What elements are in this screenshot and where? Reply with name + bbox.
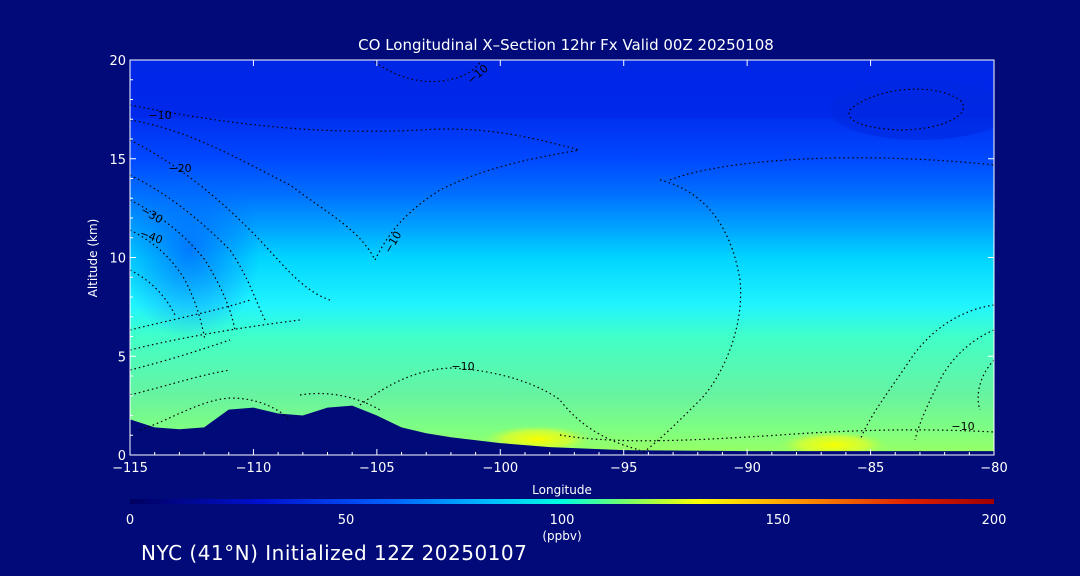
colorbar-tick-label: 50 — [338, 513, 355, 528]
y-axis-label: Altitude (km) — [86, 219, 100, 298]
x-axis: −115 −110 −105 −100 −95 −90 −85 −80 — [112, 60, 1008, 476]
y-tick-label: 5 — [118, 350, 126, 365]
contour-lines — [130, 61, 994, 455]
colorbar-tick-label: 100 — [550, 513, 575, 528]
x-tick-label: −90 — [733, 461, 760, 476]
x-tick-label: −95 — [610, 461, 637, 476]
colorbar — [130, 499, 994, 504]
chart-title: CO Longitudinal X–Section 12hr Fx Valid … — [358, 36, 774, 54]
colorbar-ticks: 0 50 100 150 200 — [126, 513, 1007, 528]
y-tick-label: 15 — [109, 153, 126, 168]
x-tick-label: −110 — [236, 461, 272, 476]
contour-label: −10 — [148, 109, 171, 122]
contour-label: −10 — [951, 420, 974, 433]
plot-area: −10−10−20−30−40 −10−10−10 — [130, 60, 994, 455]
colorbar-unit: (ppbv) — [542, 529, 581, 543]
colorbar-tick-label: 150 — [766, 513, 791, 528]
x-tick-label: −115 — [112, 461, 148, 476]
footer-caption: NYC (41°N) Initialized 12Z 20250107 — [141, 541, 528, 565]
contour-labels: −10−10−20−30−40 −10−10−10 — [138, 62, 975, 433]
eastern-upper-low — [830, 80, 994, 140]
contour-label: −10 — [451, 360, 474, 373]
colorbar-tick-label: 200 — [982, 513, 1007, 528]
x-axis-label: Longitude — [532, 483, 592, 497]
x-tick-label: −85 — [857, 461, 884, 476]
y-tick-label: 0 — [118, 449, 126, 464]
colorbar-tick-label: 0 — [126, 513, 134, 528]
terrain-mask — [130, 405, 994, 455]
western-low-plume — [130, 160, 260, 340]
contour-label: −20 — [168, 162, 191, 175]
y-axis: 0 5 10 15 20 — [109, 54, 994, 464]
y-tick-label: 10 — [109, 252, 126, 267]
y-tick-label: 20 — [109, 54, 126, 69]
x-tick-label: −105 — [359, 461, 395, 476]
x-tick-label: −80 — [980, 461, 1007, 476]
x-tick-label: −100 — [482, 461, 518, 476]
